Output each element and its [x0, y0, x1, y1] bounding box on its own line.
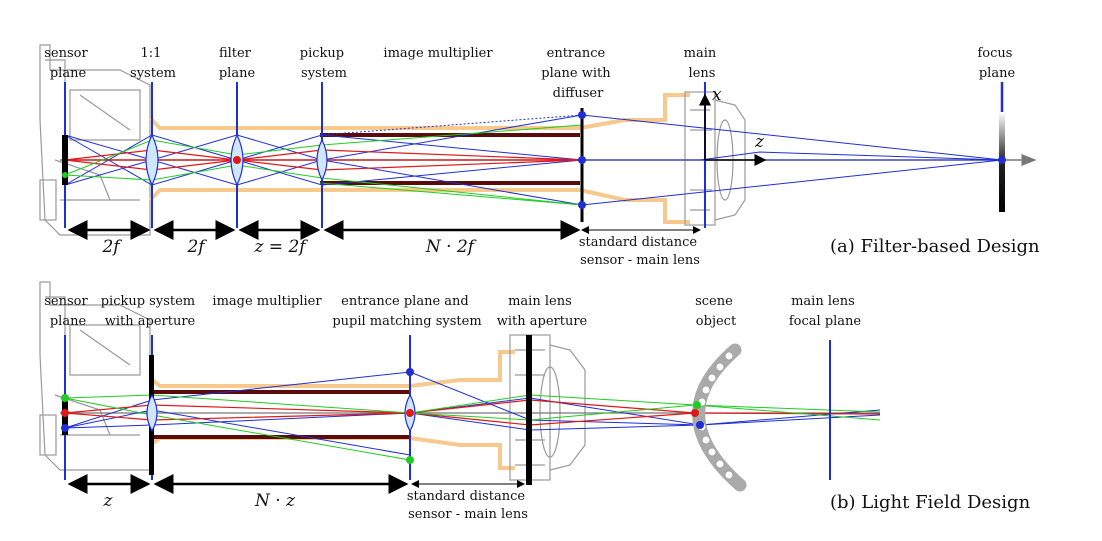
label-image-multiplier-b: image multiplier: [212, 294, 322, 309]
dim-2f-second: 2f: [186, 237, 207, 257]
label-entrance-pupil: entrance plane and pupil matching system: [332, 294, 481, 329]
label-sensor-plane-a: sensor plane: [44, 46, 92, 81]
label-image-multiplier-a: image multiplier: [383, 46, 493, 61]
scene-object-arc: [698, 350, 740, 485]
aperture-bar-main: [526, 335, 532, 485]
label-main-lens-focal: main lens focal plane: [789, 294, 862, 329]
label-scene-object: scene object: [695, 294, 737, 329]
label-main-lens-a: main lens: [684, 46, 721, 81]
label-pickup-aperture: pickup system with aperture: [101, 294, 200, 329]
dim-z-2f: z = 2f: [253, 237, 308, 257]
dim-n-z: N · z: [254, 491, 296, 511]
main-lens-body-b: [510, 335, 585, 480]
panel-a: x z sensor plane 1:1 system filter plane…: [40, 45, 1040, 268]
std-distance-b: standard distance sensor - main lens: [407, 489, 529, 522]
label-focus-plane: focus plane: [977, 46, 1016, 81]
label-entrance-plane: entrance plane with diffuser: [541, 46, 614, 101]
planes-a: [65, 82, 705, 228]
label-pickup-system: pickup system: [300, 46, 348, 81]
dim-2f-first: 2f: [101, 237, 122, 257]
x-axis-label: x: [712, 85, 722, 105]
std-distance-a: standard distance sensor - main lens: [579, 235, 701, 268]
z-axis-label: z: [754, 132, 765, 152]
label-main-lens-aperture: main lens with aperture: [497, 294, 588, 329]
panel-b: sensor plane pickup system with aperture…: [40, 282, 1031, 522]
dim-z: z: [103, 491, 114, 511]
camera-body-b: [40, 282, 150, 470]
label-filter-plane: filter plane: [219, 46, 256, 81]
label-one-to-one: 1:1 system: [130, 46, 176, 81]
label-sensor-plane-b: sensor plane: [44, 294, 92, 329]
caption-b: (b) Light Field Design: [830, 492, 1031, 513]
dim-n-2f: N · 2f: [425, 237, 477, 257]
caption-a: (a) Filter-based Design: [830, 236, 1040, 257]
